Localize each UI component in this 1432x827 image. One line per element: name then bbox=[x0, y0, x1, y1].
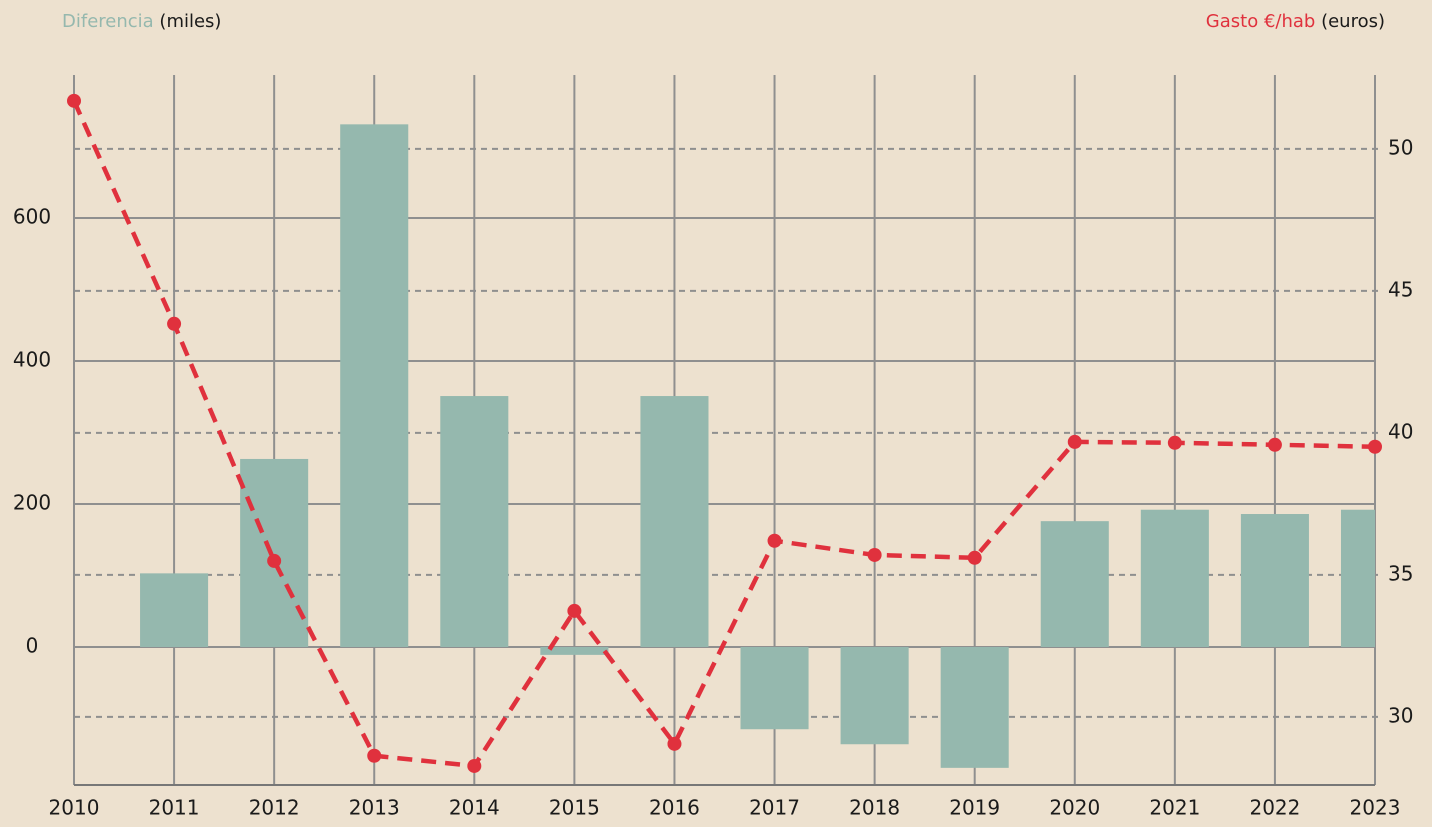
x-tick-label: 2022 bbox=[1249, 796, 1300, 820]
bar bbox=[840, 647, 909, 745]
line-marker bbox=[667, 736, 682, 751]
bar bbox=[640, 396, 709, 648]
y2-tick-label: 35 bbox=[1388, 561, 1413, 585]
line-marker bbox=[1167, 435, 1182, 450]
x-tick-label: 2011 bbox=[149, 796, 200, 820]
y2-tick-label: 45 bbox=[1388, 277, 1413, 301]
x-tick-label: 2014 bbox=[449, 796, 500, 820]
y-tick-label: 200 bbox=[13, 491, 51, 515]
y-tick-label: 600 bbox=[13, 205, 51, 229]
grid bbox=[73, 75, 1378, 785]
y2-tick-label: 40 bbox=[1388, 419, 1413, 443]
bar bbox=[1040, 521, 1109, 648]
line-marker bbox=[967, 550, 982, 565]
right-legend: Gasto €/hab (euros) bbox=[1206, 11, 1385, 32]
x-tick-label: 2020 bbox=[1049, 796, 1100, 820]
line-marker bbox=[267, 553, 282, 568]
left-legend: Diferencia (miles) bbox=[62, 11, 221, 32]
x-tick-label: 2013 bbox=[349, 796, 400, 820]
x-tick-label: 2012 bbox=[249, 796, 300, 820]
x-tick-label: 2015 bbox=[549, 796, 600, 820]
bar bbox=[940, 647, 1009, 768]
y-tick-label: 0 bbox=[26, 634, 39, 658]
y-axis-label: (miles) bbox=[159, 11, 221, 32]
line-marker bbox=[1067, 434, 1082, 449]
line-marker bbox=[1267, 437, 1282, 452]
y2-axis-label: (euros) bbox=[1321, 11, 1385, 32]
bar bbox=[1340, 509, 1375, 648]
bar bbox=[440, 396, 509, 648]
bar bbox=[240, 458, 309, 648]
line bbox=[71, 99, 1376, 769]
labels: 2010 2011 2012 2013 2014 2015 2016 2017 2018 2019… bbox=[13, 135, 1414, 819]
y2-tick-label: 50 bbox=[1388, 135, 1413, 159]
bar bbox=[1240, 514, 1309, 648]
bar bbox=[740, 647, 809, 730]
line-marker bbox=[467, 758, 482, 773]
x-tick-label: 2010 bbox=[49, 796, 100, 820]
x-tick-label: 2017 bbox=[749, 796, 800, 820]
bars bbox=[140, 124, 1375, 768]
x-tick-label: 2019 bbox=[949, 796, 1000, 820]
line-marker bbox=[1368, 439, 1382, 454]
x-tick-label: 2023 bbox=[1350, 796, 1401, 820]
x-tick-label: 2021 bbox=[1149, 796, 1200, 820]
line-marker bbox=[367, 748, 382, 763]
line-marker bbox=[567, 603, 582, 618]
legend-entry: Gasto €/hab bbox=[1206, 11, 1316, 32]
legend-entry: Diferencia bbox=[62, 11, 154, 32]
lines bbox=[67, 93, 1382, 773]
x-tick-label: 2018 bbox=[849, 796, 900, 820]
y-tick-label: 400 bbox=[13, 348, 51, 372]
y2-tick-label: 30 bbox=[1388, 703, 1413, 727]
bar bbox=[1140, 509, 1209, 648]
line-marker bbox=[867, 547, 882, 562]
bar bbox=[540, 647, 609, 655]
line-marker bbox=[67, 93, 81, 108]
bar bbox=[140, 573, 209, 648]
bar bbox=[340, 124, 409, 648]
line-marker bbox=[767, 533, 782, 548]
x-tick-label: 2016 bbox=[649, 796, 700, 820]
line-marker bbox=[167, 316, 182, 331]
